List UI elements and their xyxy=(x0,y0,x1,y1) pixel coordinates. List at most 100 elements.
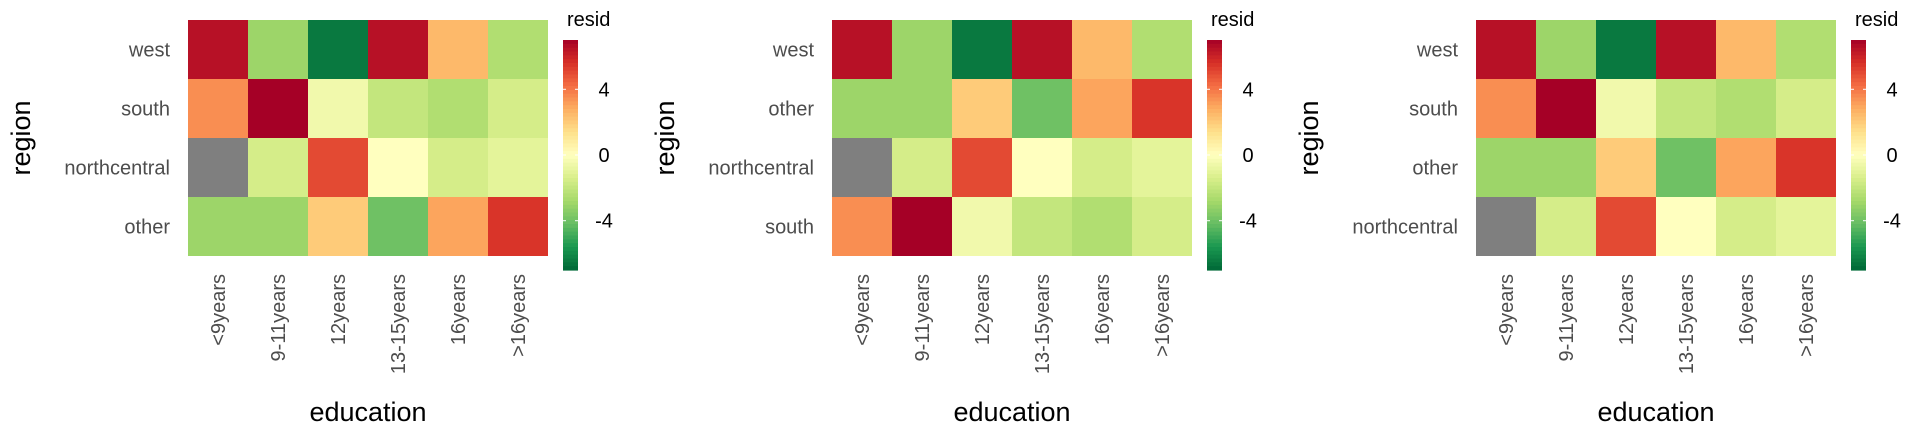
legend-color-step xyxy=(1207,143,1222,148)
legend-color-step xyxy=(563,116,578,122)
heatmap-cell xyxy=(368,197,428,256)
legend-color-step xyxy=(1207,132,1222,137)
legend-color-step xyxy=(1851,101,1866,106)
legend-color-step xyxy=(563,105,578,110)
legend-color-step xyxy=(1207,112,1222,118)
heatmap-cell xyxy=(892,79,952,138)
heatmap-cell xyxy=(1716,79,1776,138)
legend-color-step xyxy=(563,97,578,102)
legend-tick-label: 0 xyxy=(1886,145,1897,167)
legend-color-step xyxy=(1851,201,1866,206)
heatmap-cell xyxy=(832,138,892,197)
legend-color-step xyxy=(1207,204,1222,210)
legend-color-step xyxy=(1851,74,1866,79)
legend-color-step xyxy=(1207,78,1222,83)
legend-color-step xyxy=(563,216,578,221)
legend-color-step xyxy=(1851,43,1866,49)
legend-color-step xyxy=(563,262,578,267)
x-tick-label: <9years xyxy=(1496,274,1518,346)
legend-color-step xyxy=(1851,243,1866,248)
heatmap-cell xyxy=(188,20,248,79)
x-tick-label: 9-11years xyxy=(1556,274,1578,361)
heatmap-cell xyxy=(1656,197,1716,256)
legend-color-step xyxy=(1851,262,1866,267)
heatmap-cell xyxy=(488,197,548,256)
y-axis-title: region xyxy=(650,100,680,175)
heatmap-cell xyxy=(248,138,308,197)
heatmap-cell xyxy=(1536,197,1596,256)
legend-color-step xyxy=(1851,93,1866,99)
legend-color-step xyxy=(1207,120,1222,125)
heatmap-cell xyxy=(1716,138,1776,197)
legend-color-step xyxy=(563,40,578,45)
legend-color-step xyxy=(563,174,578,179)
legend-color-step xyxy=(563,239,578,244)
legend-color-step xyxy=(1207,59,1222,64)
y-tick-label: south xyxy=(765,217,814,239)
legend-color-step xyxy=(1851,139,1866,145)
heatmap-cell xyxy=(1012,20,1072,79)
heatmap-panel-1: west south northcentral other <9years 9-11yea… xyxy=(6,9,613,427)
legend-color-step xyxy=(1207,105,1222,110)
legend-color-step xyxy=(1207,201,1222,206)
x-axis-title: education xyxy=(309,397,426,427)
legend-color-step xyxy=(563,220,578,225)
heatmap-cell xyxy=(1072,79,1132,138)
legend-color-step xyxy=(563,197,578,202)
legend-color-step xyxy=(1207,147,1222,152)
legend-color-step xyxy=(1851,174,1866,179)
legend-color-step xyxy=(563,178,578,183)
legend-tick-label: -4 xyxy=(1883,211,1901,233)
heatmap-cell xyxy=(248,197,308,256)
x-tick-label: 13-15years xyxy=(388,274,410,374)
legend-tick-label: -4 xyxy=(1239,211,1257,233)
heatmap-cell xyxy=(1596,79,1656,138)
heatmap-cell xyxy=(188,197,248,256)
heatmap-cell xyxy=(1476,20,1536,79)
heatmap-cell xyxy=(308,197,368,256)
legend-color-step xyxy=(563,70,578,76)
legend-color-step xyxy=(563,254,578,260)
legend-color-step xyxy=(563,250,578,256)
heatmap-cell xyxy=(1012,197,1072,256)
legend-color-step xyxy=(1207,224,1222,229)
legend-color-step xyxy=(563,147,578,152)
legend-color-step xyxy=(563,78,578,83)
heatmap-cell xyxy=(1656,79,1716,138)
legend-color-step xyxy=(1851,197,1866,202)
legend-color-step xyxy=(563,151,578,156)
legend-color-step xyxy=(1207,181,1222,187)
legend-color-step xyxy=(563,162,578,168)
heatmap-cell xyxy=(1012,138,1072,197)
legend-color-step xyxy=(563,201,578,206)
legend-color-step xyxy=(563,247,578,252)
legend-color-step xyxy=(563,204,578,210)
legend-color-step xyxy=(1207,162,1222,168)
y-tick-label: northcentral xyxy=(708,158,814,180)
legend-color-step xyxy=(1207,239,1222,244)
legend-color-step xyxy=(1851,47,1866,53)
legend-tick-label: 4 xyxy=(598,79,609,101)
legend-color-step xyxy=(563,86,578,91)
y-tick-label: other xyxy=(768,99,814,121)
legend-color-step xyxy=(563,170,578,175)
legend-color-step xyxy=(563,59,578,64)
legend-color-step xyxy=(1851,51,1866,56)
legend-color-step xyxy=(563,258,578,263)
legend-color-step xyxy=(1207,47,1222,53)
legend-color-step xyxy=(1851,86,1866,91)
heatmap-cell xyxy=(832,79,892,138)
y-axis-title: region xyxy=(1294,100,1324,175)
y-tick-label: south xyxy=(1409,99,1458,121)
heatmap-cell xyxy=(1716,20,1776,79)
heatmap-cell xyxy=(368,20,428,79)
legend-color-step xyxy=(1851,82,1866,87)
heatmap-cell xyxy=(952,20,1012,79)
legend-color-step xyxy=(1207,235,1222,240)
legend-color-step xyxy=(1851,40,1866,45)
legend-color-step xyxy=(1851,208,1866,214)
heatmap-cell xyxy=(1132,138,1192,197)
legend-color-step xyxy=(563,55,578,60)
x-axis-title: education xyxy=(1597,397,1714,427)
